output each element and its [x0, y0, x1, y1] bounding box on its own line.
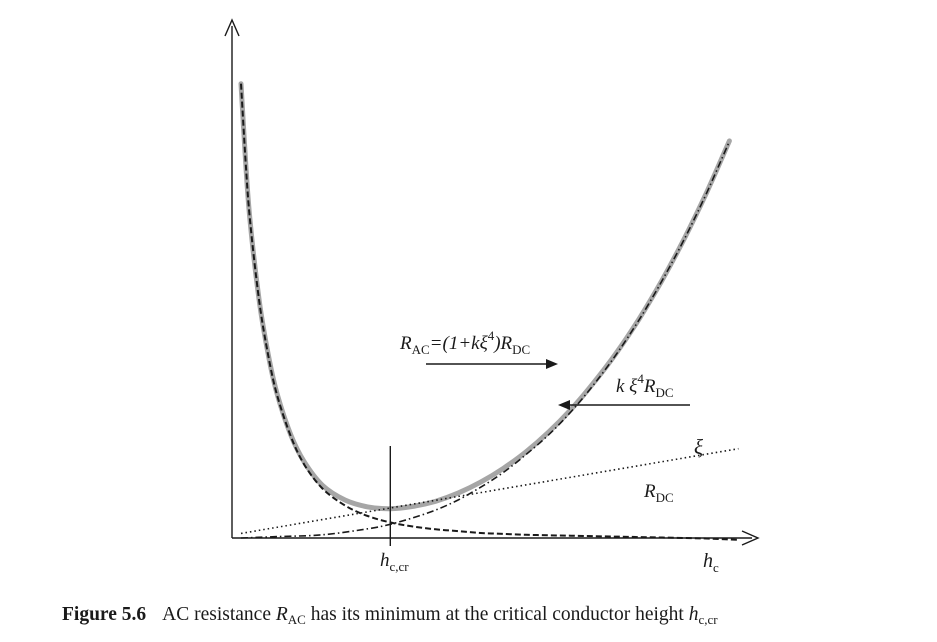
annotation-rac-sup: 4	[488, 328, 495, 343]
annotation-rac-formula: RAC=(1+kξ4)RDC	[399, 328, 530, 357]
x-axis-label-main: h	[703, 550, 713, 572]
annotation-kxi4rdc-sup: 4	[637, 371, 644, 386]
annotation-rac-sub2: DC	[512, 342, 530, 357]
series-rdc-curve	[240, 83, 739, 541]
caption-var-r: R	[275, 604, 288, 625]
annotation-rac-arrowhead	[546, 359, 558, 369]
caption-var-h: h	[688, 604, 699, 625]
x-tick-sub: c,cr	[389, 559, 409, 574]
x-axis-label-sub: c	[713, 560, 719, 575]
caption-text-after: has its minimum at the critical conducto…	[305, 604, 689, 625]
x-tick-main: h	[380, 550, 390, 571]
annotation-kxi4rdc-arrowhead	[558, 400, 570, 410]
caption-var-r-sub: AC	[287, 612, 306, 627]
annotation-rdc-main: R	[643, 481, 656, 502]
annotation-kxi4rdc: k ξ4RDC	[616, 371, 674, 400]
series-rac-curve	[238, 81, 732, 512]
annotation-kxi4rdc-sub: DC	[655, 385, 673, 400]
annotation-rdc-sub: DC	[656, 490, 674, 505]
annotation-kxi4rdc-main: k ξ	[616, 376, 638, 397]
x-axis-label: hc	[703, 550, 719, 575]
annotation-xi: ξ	[694, 435, 703, 459]
y-axis-arrowhead	[224, 18, 240, 37]
x-tick-label-hccr: hc,cr	[380, 550, 409, 574]
caption-figure-number: Figure 5.6	[62, 604, 147, 625]
caption-text-before: AC resistance	[162, 604, 276, 625]
annotation-rac-main: R	[399, 333, 412, 354]
caption-var-h-sub: c,cr	[698, 612, 718, 627]
series-xi-line	[240, 447, 739, 535]
annotation-rac-sub: AC	[412, 342, 430, 357]
annotation-kxi4rdc-rest: R	[643, 376, 656, 397]
x-axis-arrowhead	[741, 530, 760, 546]
figure-caption: Figure 5.6 AC resistance RAC has its mini…	[62, 603, 932, 627]
annotation-rac-rest: =(1+kξ	[430, 333, 489, 354]
annotation-rac-close: )R	[493, 333, 512, 354]
annotation-rdc: RDC	[643, 481, 674, 505]
